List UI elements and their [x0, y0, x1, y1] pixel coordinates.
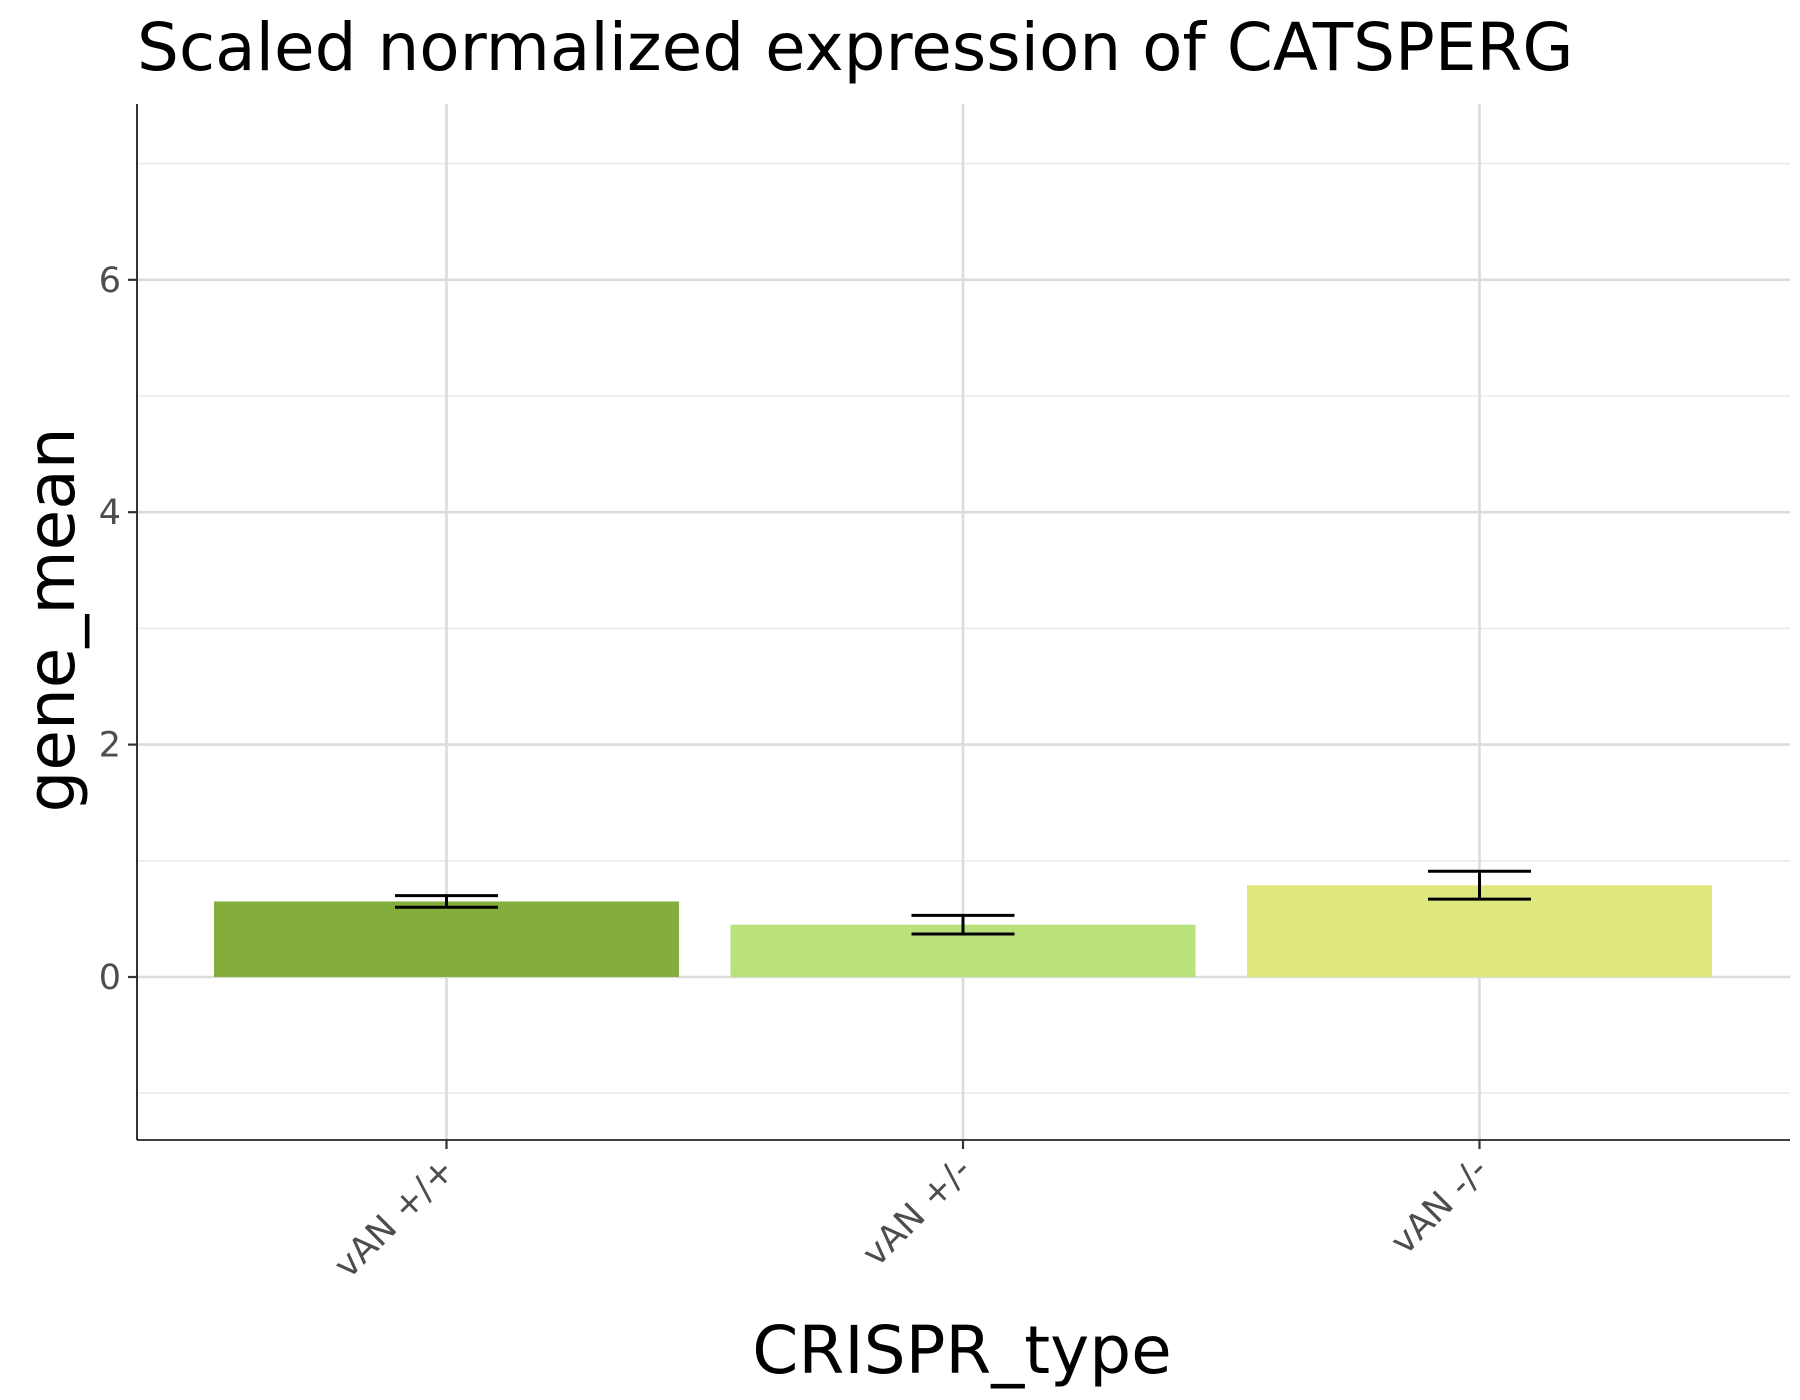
error-bar [1428, 869, 1531, 901]
x-axis-title: CRISPR_type [752, 1312, 1171, 1389]
bars [214, 885, 1712, 977]
grid-lines [137, 104, 1790, 1140]
bar [214, 901, 679, 977]
error-bar [911, 913, 1015, 936]
x-tick-label: vAN +/+ [327, 1150, 463, 1286]
error-bars [395, 869, 1531, 936]
y-tick-label: 4 [99, 493, 121, 533]
y-tick-label: 6 [99, 261, 121, 301]
x-tick-label: vAN +/- [855, 1150, 979, 1274]
y-tick-label: 2 [99, 726, 121, 766]
y-axis-ticks: 0 2 4 6 [99, 261, 137, 998]
y-axis-title: gene_mean [13, 427, 90, 812]
y-tick-label: 0 [99, 958, 121, 998]
x-axis-ticks: vAN +/+ vAN +/- vAN -/- [327, 1140, 1496, 1286]
chart-title: Scaled normalized expression of CATSPERG [137, 9, 1574, 86]
x-tick-label: vAN -/- [1383, 1150, 1495, 1262]
error-bar [395, 894, 498, 909]
